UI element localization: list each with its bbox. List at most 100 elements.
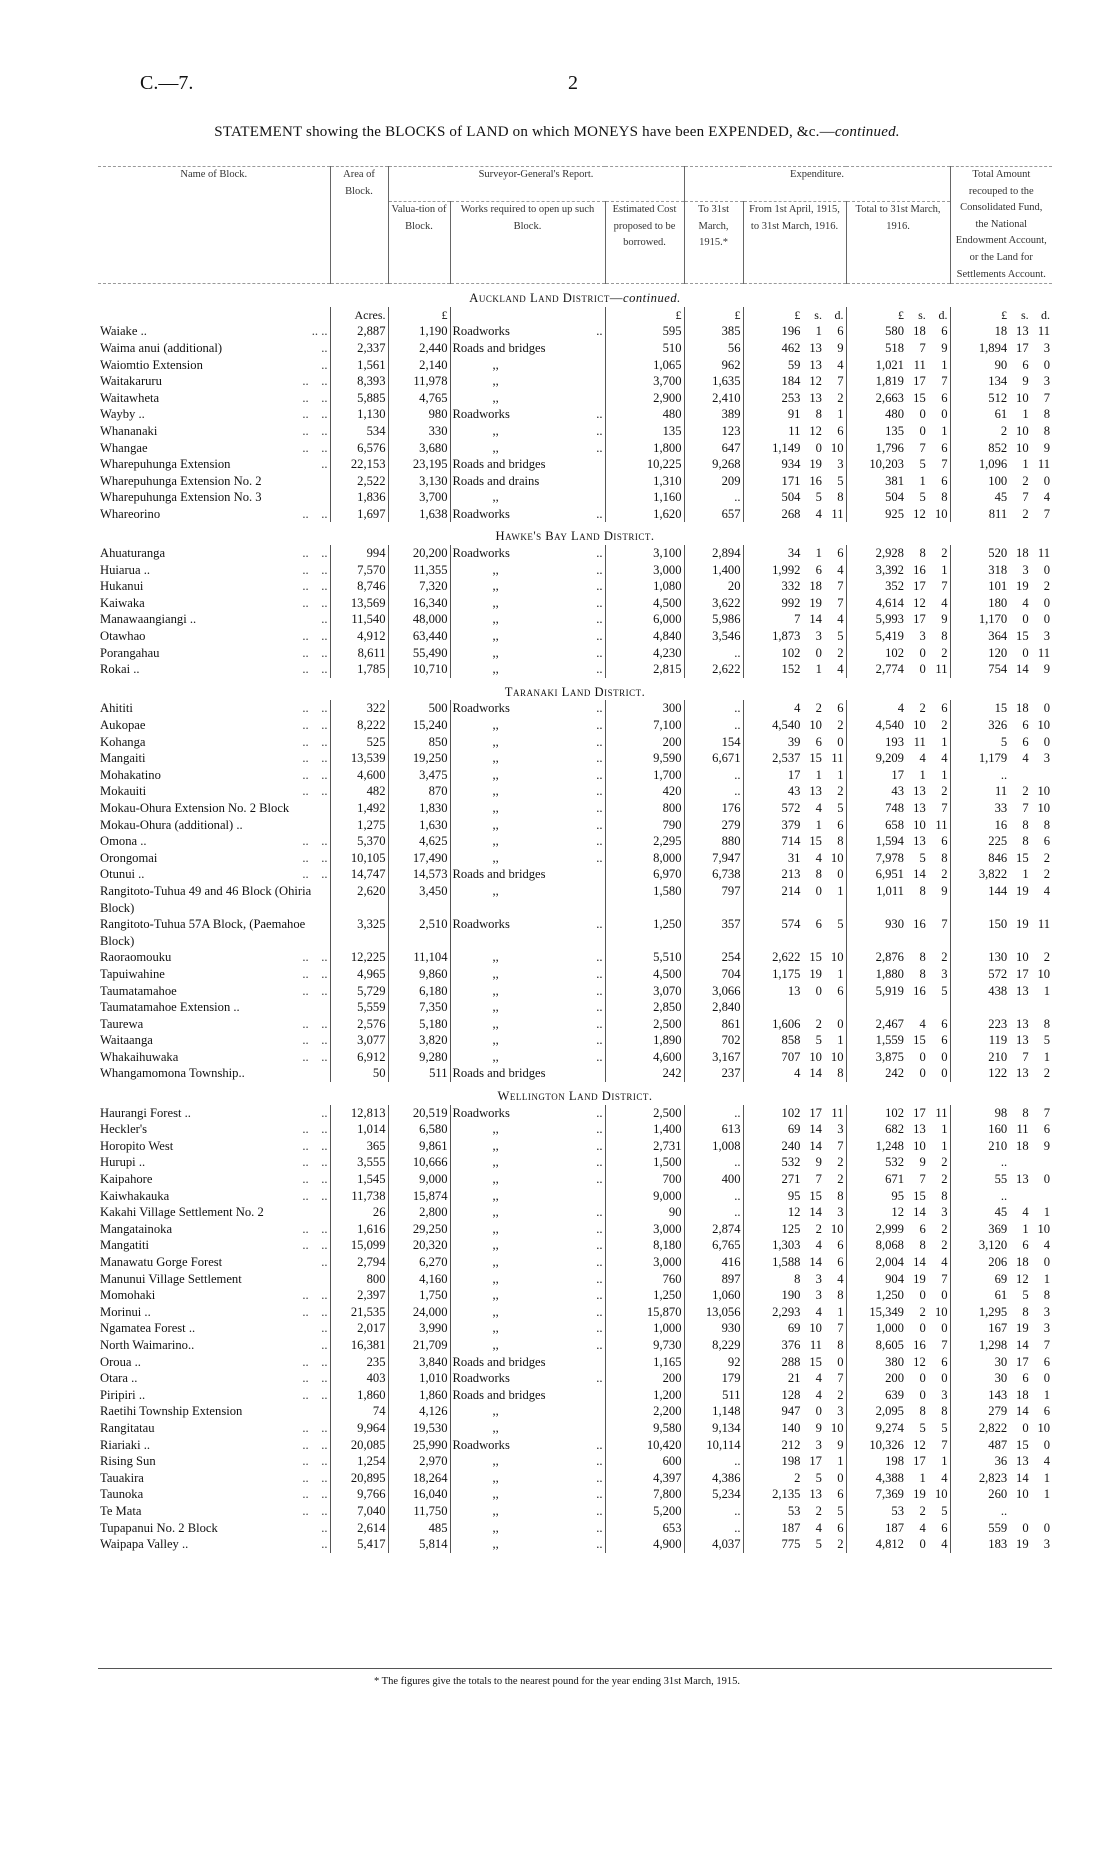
total-to-1916-values: 480 0 0: [849, 406, 947, 423]
leader-dots: ..: [596, 1470, 603, 1485]
amount-recouped-shillings: 1: [1022, 457, 1029, 472]
total-to-1916-pounds: 12: [891, 1205, 904, 1220]
estimated-cost: 1,000: [604, 1320, 685, 1337]
header-name: Name of Block.: [98, 165, 330, 285]
total-to-1916: 930 16 7: [845, 916, 951, 950]
amount-recouped-pounds: 100: [988, 473, 1008, 488]
block-name-wrap: Tapuiwahine.. ..: [100, 966, 328, 983]
amount-recouped-values: 223 13 8: [953, 1016, 1050, 1033]
expenditure-1915-16: 152 1 4: [742, 661, 847, 678]
expenditure-1915-16-shillings: 13: [809, 340, 822, 355]
amount-recouped-shillings: 17: [1016, 1354, 1029, 1369]
leader-dots: .. ..: [302, 1437, 328, 1452]
expenditure-to-1915: 704: [683, 965, 744, 983]
table-row: Tauakira.. .. 20,895 18,264,,.. 4,397 4,386 2…: [98, 1469, 1053, 1487]
amount-recouped-values: 55 13 0: [953, 1171, 1050, 1188]
block-name: Ngamatea Forest ..: [100, 1321, 196, 1336]
works-wrap: ,,..: [453, 1121, 603, 1138]
table-row: Taurewa.. .. 2,576 5,180,,.. 2,500 861 1,606 2…: [98, 1015, 1053, 1033]
amount-recouped-shillings: 13: [1016, 1016, 1029, 1031]
total-to-1916-pounds: 4,614: [875, 595, 904, 610]
amount-recouped-pounds: 167: [988, 1321, 1008, 1336]
amount-recouped-pence: 8: [1043, 817, 1051, 832]
valuation: 20,200: [387, 545, 450, 562]
total-to-1916: 5,919 16 5: [845, 982, 951, 1000]
total-to-1916-values: 2,774 0 11: [849, 661, 948, 678]
expenditure-1915-16-values: 858 5 1: [746, 1032, 844, 1049]
leader-dots: .. ..: [302, 1387, 328, 1402]
block-name-wrap: North Waimarino....: [100, 1337, 328, 1354]
table-row: Riariaki .... .. 20,085 25,990 Roadworks.. 1…: [98, 1436, 1053, 1454]
works-wrap: ,,..: [453, 1016, 603, 1033]
expenditure-1915-16-shillings: 4: [815, 850, 822, 865]
block-name-wrap: Tauakira.. ..: [100, 1470, 328, 1487]
block-name-wrap: Manawaangiangi ....: [100, 611, 328, 628]
works-wrap: ,,..: [453, 1320, 603, 1337]
total-to-1916-pounds: 1,248: [875, 1138, 904, 1153]
total-to-1916-values: 187 4 6: [849, 1520, 947, 1537]
expenditure-to-1915: 56: [683, 339, 744, 357]
total-to-1916-shillings: 8: [919, 1238, 926, 1253]
expenditure-1915-16-pounds: 184: [781, 374, 801, 389]
block-name: Whakaihuwaka: [100, 1049, 179, 1064]
total-to-1916-values: 639 0 3: [849, 1387, 947, 1404]
estimated-cost: 420: [604, 783, 685, 800]
expenditure-1915-16: 1,175 19 1: [742, 965, 847, 983]
block-name: Te Mata: [100, 1503, 142, 1518]
ditto-mark: ,,: [492, 645, 499, 660]
total-to-1916-values: 1,880 8 3: [849, 966, 948, 983]
works-required: Roadworks: [452, 546, 510, 561]
block-name: Whareorino: [100, 506, 161, 521]
block-name-wrap: Waipapa Valley ....: [100, 1536, 328, 1553]
table-row: Oroua .... .. 235 3,840 Roads and bridges 1,…: [98, 1353, 1053, 1371]
expenditure-1915-16-pounds: 91: [787, 407, 801, 422]
total-to-1916-shillings: 11: [913, 357, 926, 372]
leader-dots: .. ..: [302, 374, 328, 389]
expenditure-to-1915: 7,947: [683, 849, 744, 867]
ditto-mark: ,,: [492, 1304, 499, 1319]
estimated-cost: 9,000: [604, 1187, 685, 1205]
leader-dots: [324, 1204, 328, 1221]
total-to-1916-pence: 4: [941, 1255, 948, 1269]
expenditure-to-1915: 657: [683, 505, 744, 523]
total-to-1916-values: 658 10 11: [849, 817, 947, 834]
works-cell: ,,..: [449, 661, 605, 678]
expenditure-1915-16-pence: 1: [837, 1033, 844, 1048]
total-to-1916: 4,812 0 4: [845, 1536, 951, 1553]
works-cell: ,,..: [449, 1336, 605, 1354]
amount-recouped-values: 30 17 6: [953, 1354, 1050, 1371]
total-to-1916-shillings: 16: [913, 917, 926, 932]
total-to-1916: 1,248 10 1: [845, 1137, 951, 1155]
expenditure-1915-16-values: 2,537 15 11: [746, 750, 843, 767]
valuation: 1,190: [387, 323, 450, 340]
block-name-cell: Ahititi.. ..: [98, 700, 330, 717]
area-acres: 1,545: [329, 1171, 388, 1188]
amount-recouped-pounds: 61: [994, 407, 1008, 422]
expenditure-1915-16-shillings: 0: [815, 883, 822, 898]
expenditure-to-1915: ..: [683, 489, 744, 506]
leader-dots: .. ..: [302, 407, 328, 422]
works-wrap: ,,..: [453, 611, 603, 628]
total-to-1916-pounds: 480: [885, 407, 904, 422]
block-name-wrap: Mokau-Ohura (additional) ..: [100, 817, 328, 834]
leader-dots: ..: [596, 595, 603, 610]
expenditure-1915-16-pounds: 128: [781, 1387, 801, 1402]
expenditure-to-1915: ..: [683, 1502, 744, 1520]
amount-recouped-shillings: 0: [1022, 612, 1029, 627]
total-to-1916-pence: 6: [941, 834, 948, 849]
works-cell: ,,..: [449, 1015, 605, 1033]
amount-recouped-shillings: 4: [1022, 751, 1029, 766]
works-cell: ,,..: [449, 1303, 605, 1321]
amount-recouped-pence: 8: [1043, 423, 1051, 438]
amount-recouped-pence: 6: [1043, 1404, 1051, 1419]
expenditure-1915-16-pence: 0: [837, 1016, 844, 1031]
expenditure-1915-16: 171 16 5: [742, 472, 847, 490]
block-name-wrap: Taunoka.. ..: [100, 1486, 328, 1503]
block-name-cell: Mokau-Ohura Extension No. 2 Block: [98, 800, 330, 817]
amount-recouped-shillings: 12: [1016, 1271, 1029, 1286]
block-name-cell: Whareorino.. ..: [98, 506, 330, 523]
amount-recouped-values: 183 19 3: [953, 1536, 1050, 1553]
block-name-wrap: Taumatamahoe Extension ..: [100, 999, 328, 1016]
ditto-mark: ,,: [492, 1487, 499, 1502]
